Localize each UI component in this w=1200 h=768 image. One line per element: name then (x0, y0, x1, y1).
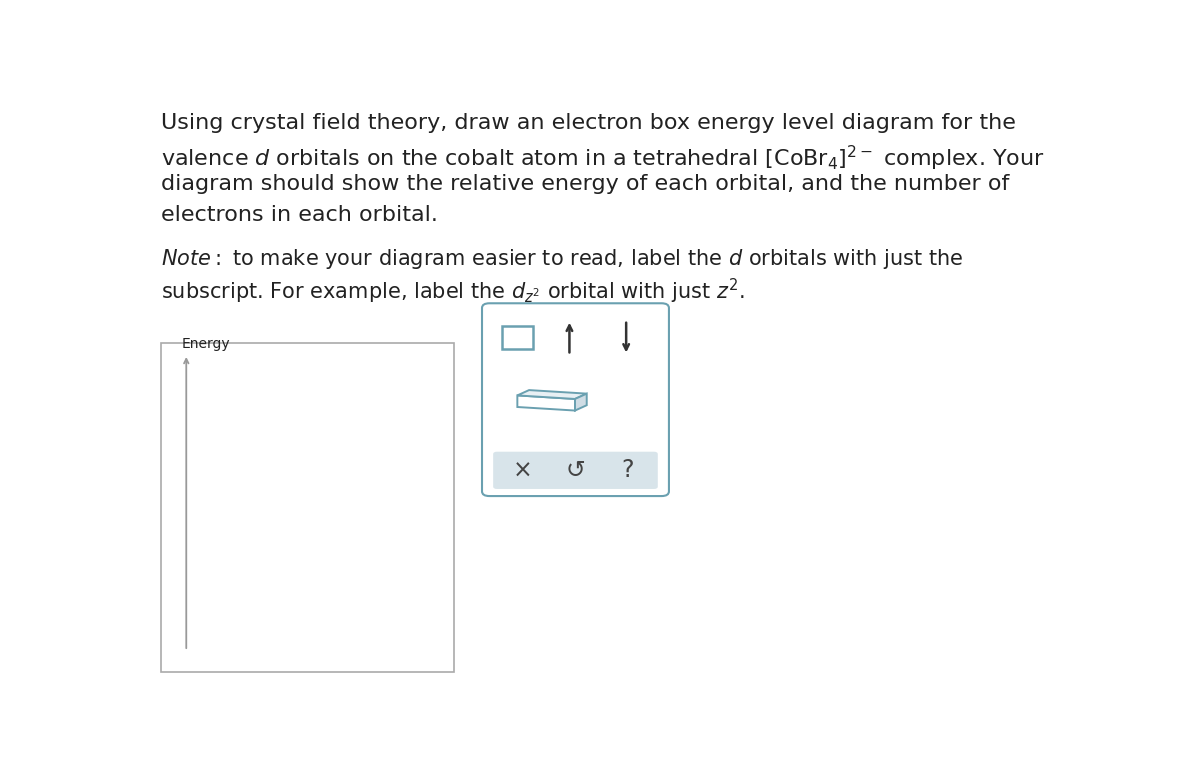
Polygon shape (517, 396, 575, 411)
Polygon shape (517, 390, 587, 399)
Bar (503, 326, 533, 349)
Text: ?: ? (622, 458, 634, 482)
Polygon shape (575, 394, 587, 411)
FancyBboxPatch shape (493, 452, 658, 489)
Text: electrons in each orbital.: electrons in each orbital. (161, 205, 438, 225)
Text: Using crystal field theory, draw an electron box energy level diagram for the: Using crystal field theory, draw an elec… (161, 113, 1016, 133)
Text: ×: × (514, 458, 533, 482)
Text: $\mathit{Note:}$ to make your diagram easier to read, label the $\mathit{d}$ orb: $\mathit{Note:}$ to make your diagram ea… (161, 247, 964, 270)
Text: Energy: Energy (181, 337, 230, 351)
FancyBboxPatch shape (482, 303, 668, 496)
Text: ↺: ↺ (565, 458, 586, 482)
Text: subscript. For example, label the $\mathit{d}_{z^2}$ orbital with just $z^2$.: subscript. For example, label the $\math… (161, 277, 745, 306)
Bar (161, 343, 454, 672)
Text: valence $\mathit{d}$ orbitals on the cobalt atom in a tetrahedral $\left[\mathrm: valence $\mathit{d}$ orbitals on the cob… (161, 144, 1045, 173)
Text: diagram should show the relative energy of each orbital, and the number of: diagram should show the relative energy … (161, 174, 1009, 194)
